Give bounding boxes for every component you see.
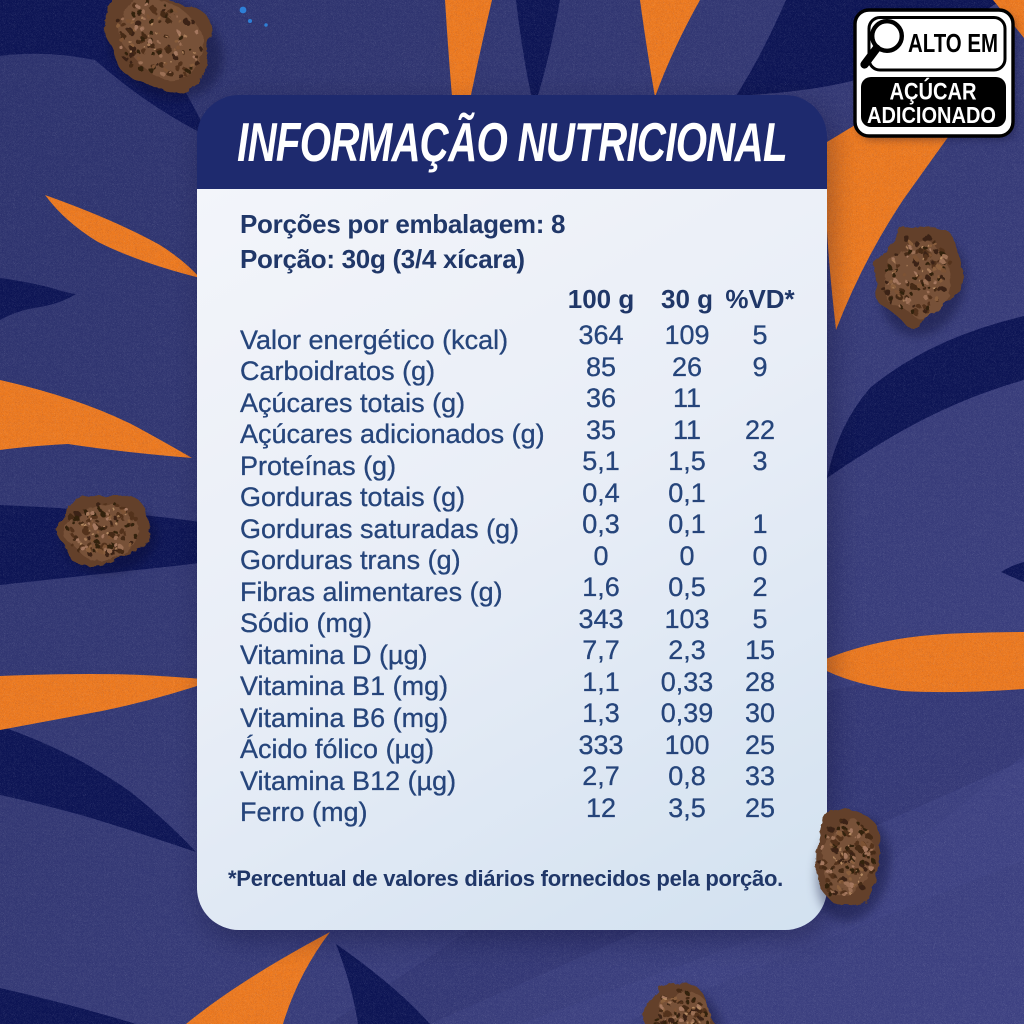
svg-text:AÇÚCAR: AÇÚCAR (890, 78, 977, 106)
svg-text:ADICIONADO: ADICIONADO (867, 102, 996, 128)
svg-text:ALTO EM: ALTO EM (908, 28, 998, 58)
